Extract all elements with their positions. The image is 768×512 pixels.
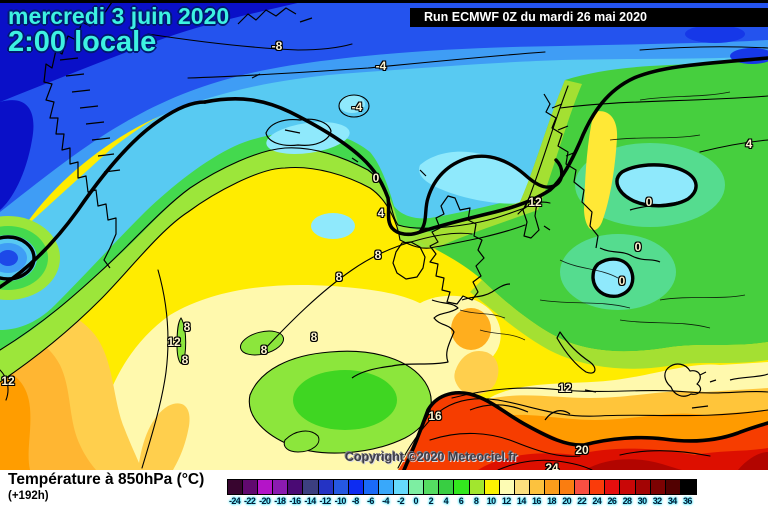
- scale-tick-label: -22: [244, 496, 256, 506]
- contour-label: -4: [351, 100, 363, 114]
- scale-cell: [544, 480, 561, 494]
- copyright-text: Copyright ©2020 Meteociel.fr: [345, 450, 518, 464]
- scale-cells: [227, 479, 697, 495]
- scale-tick-label: 6: [458, 496, 464, 506]
- run-info-bar: Run ECMWF 0Z du mardi 26 mai 2020: [410, 8, 768, 27]
- scale-cell: [560, 480, 576, 494]
- contour-label: 8: [310, 330, 318, 344]
- forecast-hour: (+192h): [8, 490, 49, 502]
- scale-tick-label: 28: [622, 496, 632, 506]
- time-line: 2:00 locale: [8, 26, 157, 59]
- contour-label: 8: [260, 343, 268, 357]
- scale-cell: [348, 480, 364, 494]
- scale-cell: [439, 480, 455, 494]
- scale-cell: [575, 480, 591, 494]
- scale-tick-label: -10: [334, 496, 347, 506]
- scale-tick-label: 8: [473, 496, 479, 506]
- scale-tick-label: -20: [259, 496, 271, 506]
- scale-labels: -24 -22 -20 -18 -16 -14 -12 -10 -8 -6 -4 -2 0 2 4 6 8 10 1…: [227, 496, 695, 506]
- scale-tick-label: -6: [366, 496, 374, 506]
- scale-tick-label: 16: [532, 496, 541, 506]
- contour-label: -8: [271, 39, 283, 53]
- scale-tick-label: 0: [413, 496, 418, 506]
- contour-label: 16: [428, 409, 442, 423]
- scale-cell: [243, 480, 259, 494]
- scale-tick-label: 4: [443, 496, 449, 506]
- scale-cell: [665, 480, 681, 494]
- scale-tick-label: 2: [428, 496, 434, 506]
- contour-label: 0: [372, 171, 380, 185]
- scale-tick-label: -2: [397, 496, 404, 506]
- scale-cell: [273, 480, 289, 494]
- scale-tick-label: -18: [274, 496, 286, 506]
- scale-cell: [529, 480, 545, 494]
- scale-cell: [333, 480, 349, 494]
- temperature-scale: -24 -22 -20 -18 -16 -14 -12 -10 -8 -6 -4 -2 0 2 4 6 8 10 1…: [227, 479, 697, 506]
- scale-cell: [590, 480, 606, 494]
- contour-label: 4: [377, 206, 385, 220]
- scale-cell: [484, 480, 500, 494]
- contour-label: 0: [634, 240, 642, 254]
- contour-label: 12: [1, 374, 15, 388]
- scale-tick-label: 34: [667, 496, 677, 506]
- scale-cell: [454, 480, 470, 494]
- scale-tick-label: -12: [319, 496, 332, 506]
- contour-label: 0: [645, 195, 653, 209]
- contour-label: 8: [374, 248, 382, 262]
- contour-label: 0: [618, 274, 626, 288]
- scale-cell: [469, 480, 485, 494]
- date-overlay: mercredi 3 juin 2020 2:00 locale: [8, 3, 230, 59]
- scale-tick-label: -8: [351, 496, 359, 506]
- scale-cell: [635, 480, 651, 494]
- scale-cell: [394, 480, 410, 494]
- scale-tick-label: 18: [547, 496, 556, 506]
- scale-tick-label: 14: [516, 496, 526, 506]
- scale-tick-label: 26: [607, 496, 617, 506]
- scale-cell: [605, 480, 621, 494]
- scale-cell: [620, 480, 636, 494]
- scale-cell: [258, 480, 274, 494]
- scale-cell: [318, 480, 334, 494]
- contour-label: 4: [745, 137, 753, 151]
- date-line: mercredi 3 juin 2020: [8, 3, 230, 29]
- contour-label: 8: [181, 353, 189, 367]
- contour-label: 12: [528, 195, 542, 209]
- contour-label: 12: [558, 381, 572, 395]
- scale-cell: [514, 480, 530, 494]
- map-image: -8 -4 -4 0 4 8 8 12 4 0 0 0 8 12 8 8 8 12 16 12 20 24 mercred…: [0, 0, 768, 475]
- scale-cell: [424, 480, 440, 494]
- scale-tick-label: 10: [486, 496, 496, 506]
- scale-tick-label: 30: [637, 496, 647, 506]
- map-svg: [0, 0, 768, 470]
- scale-cell: [499, 480, 515, 494]
- scale-cell: [363, 480, 379, 494]
- footer: Température à 850hPa (°C) (+192h) -24 -22…: [0, 470, 768, 512]
- scale-tick-label: 24: [592, 496, 602, 506]
- scale-tick-label: -24: [228, 496, 241, 506]
- scale-tick-label: 12: [501, 496, 511, 506]
- scale-cell: [409, 480, 425, 494]
- scale-cell: [378, 480, 395, 494]
- map-title: Température à 850hPa (°C): [8, 471, 205, 488]
- contour-label: -4: [375, 59, 387, 73]
- scale-cell: [680, 480, 696, 494]
- contour-label: 8: [183, 320, 191, 334]
- scale-cell: [303, 480, 319, 494]
- scale-tick-label: -14: [304, 496, 316, 506]
- scale-tick-label: -4: [382, 496, 389, 506]
- scale-cell: [650, 480, 666, 494]
- scale-tick-label: 20: [562, 496, 572, 506]
- scale-tick-label: 32: [652, 496, 662, 506]
- scale-tick-label: 36: [682, 496, 692, 506]
- scale-tick-label: -16: [289, 496, 301, 506]
- scale-tick-label: 22: [577, 496, 587, 506]
- contour-label: 12: [167, 335, 181, 349]
- scale-cell: [228, 480, 244, 494]
- contour-label: 8: [335, 270, 343, 284]
- scale-cell: [288, 480, 304, 494]
- contour-label: 20: [575, 443, 589, 457]
